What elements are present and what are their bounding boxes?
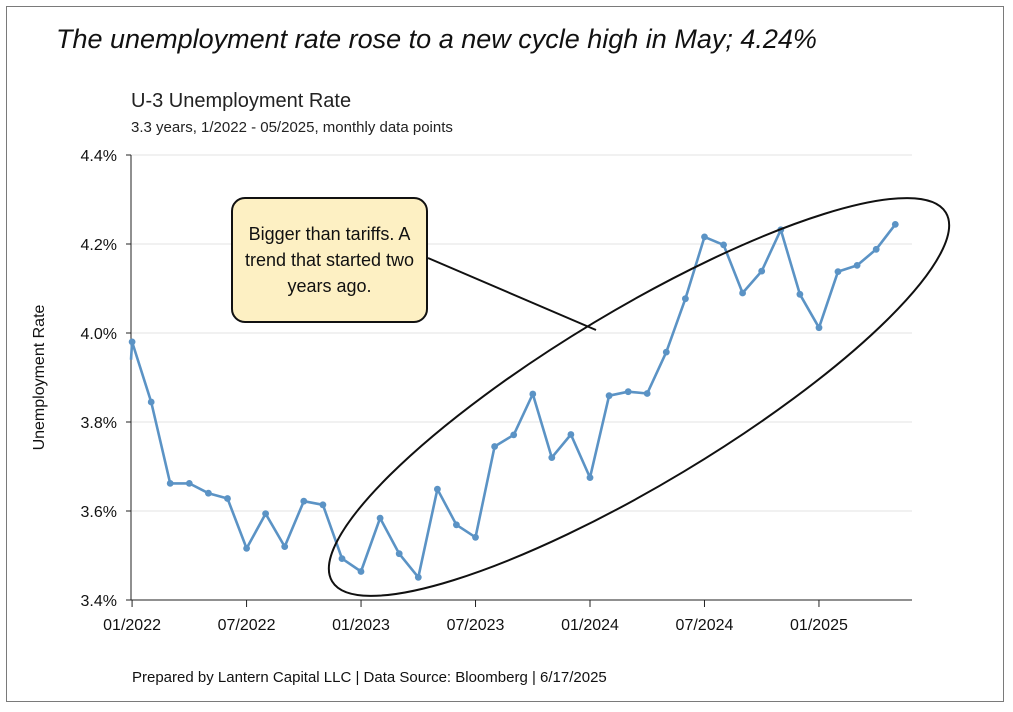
data-point — [872, 245, 880, 253]
x-tick-label: 01/2022 — [103, 617, 161, 634]
data-point — [434, 485, 441, 493]
y-axis-label: Unemployment Rate — [31, 304, 48, 450]
data-point — [815, 324, 823, 332]
data-point — [472, 533, 479, 541]
series-line-group — [129, 223, 897, 579]
y-tick-label: 4.0% — [81, 326, 117, 343]
callout-box: Bigger than tariffs. A trend that starte… — [231, 197, 428, 323]
data-point — [357, 568, 365, 575]
y-tick-label: 3.6% — [81, 504, 117, 521]
data-point — [605, 392, 613, 400]
data-point — [224, 495, 231, 502]
callout-text: Bigger than tariffs. A trend that starte… — [244, 224, 415, 296]
data-point — [147, 398, 155, 406]
data-point — [281, 543, 289, 550]
series-points — [128, 221, 899, 581]
x-tick-label: 07/2022 — [218, 617, 276, 634]
y-tick-label: 3.8% — [81, 415, 117, 432]
chart-subtitle: 3.3 years, 1/2022 - 05/2025, monthly dat… — [131, 119, 453, 136]
headline: The unemployment rate rose to a new cycl… — [56, 24, 817, 54]
x-tick-label: 07/2023 — [447, 617, 505, 634]
data-point — [529, 390, 537, 398]
x-tick-label: 01/2024 — [561, 617, 619, 634]
data-point — [853, 262, 861, 269]
data-point — [300, 497, 308, 505]
x-tick-label: 07/2024 — [676, 617, 734, 634]
data-point — [395, 550, 403, 558]
y-axis-ticks: 3.4% 3.6% 3.8% 4.0% 4.2% 4.4% — [81, 148, 131, 610]
x-axis-ticks: 01/2022 07/2022 01/2023 07/2023 01/2024 07/20… — [103, 600, 848, 634]
y-tick-label: 4.2% — [81, 237, 117, 254]
x-tick-label: 01/2023 — [332, 617, 390, 634]
chart-frame — [6, 6, 1004, 702]
data-point — [453, 521, 460, 529]
data-point — [701, 233, 708, 241]
y-tick-label: 3.4% — [81, 593, 117, 610]
data-point — [720, 241, 727, 249]
data-point — [796, 290, 804, 298]
callout-pointer — [427, 257, 597, 331]
data-point — [376, 514, 384, 522]
data-point — [548, 454, 556, 461]
chart-title: U-3 Unemployment Rate — [131, 90, 352, 112]
data-point — [185, 480, 193, 487]
data-point — [891, 221, 899, 228]
y-tick-label: 4.4% — [81, 148, 117, 165]
data-point — [682, 295, 689, 303]
data-point — [414, 573, 422, 581]
data-point — [262, 510, 269, 518]
series-line — [129, 223, 897, 579]
data-point — [491, 443, 498, 450]
data-point — [205, 489, 212, 497]
data-point — [739, 289, 746, 297]
trend-ellipse — [327, 197, 951, 597]
footer-source: Prepared by Lantern Capital LLC | Data S… — [132, 669, 607, 686]
data-point — [128, 338, 136, 346]
data-point — [643, 390, 651, 397]
data-point — [586, 474, 594, 481]
data-point — [758, 267, 766, 275]
data-point — [319, 501, 327, 509]
data-point — [662, 348, 670, 356]
data-point — [510, 431, 518, 439]
data-point — [338, 555, 346, 562]
data-point — [834, 268, 842, 275]
data-point — [624, 388, 632, 396]
data-point — [567, 431, 575, 438]
data-point — [243, 545, 251, 552]
x-tick-label: 01/2025 — [790, 617, 848, 634]
data-point — [166, 480, 174, 487]
